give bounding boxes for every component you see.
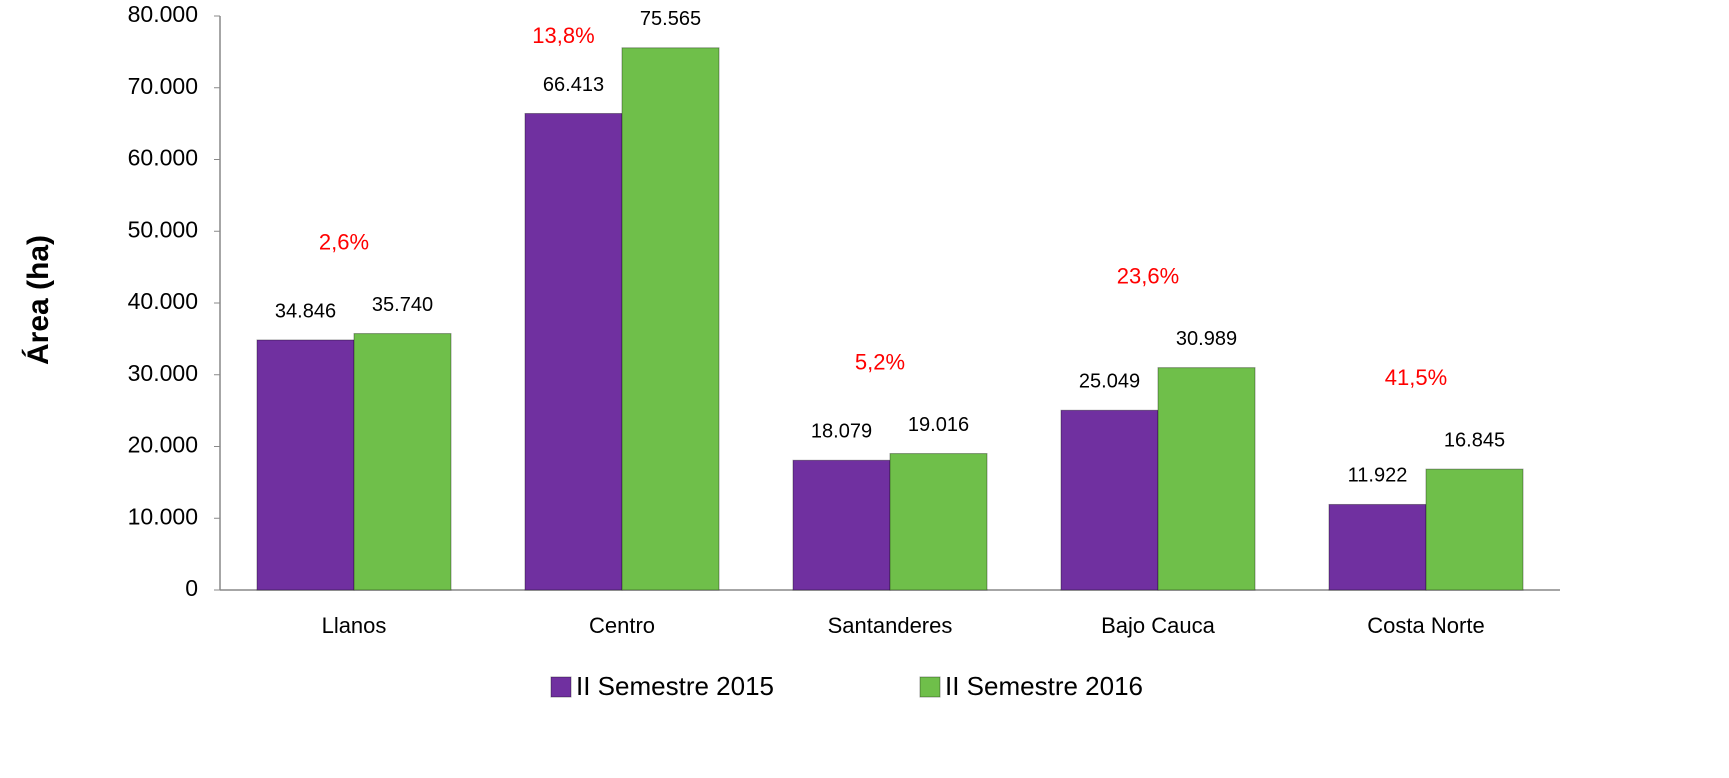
- value-label: 25.049: [1079, 371, 1140, 393]
- bar: [889, 453, 988, 591]
- bar: [353, 333, 452, 591]
- y-tick-label: 80.000: [128, 1, 198, 27]
- value-label: 18.079: [811, 421, 872, 443]
- x-tick-label: Costa Norte: [1367, 613, 1484, 638]
- value-label: 30.989: [1176, 328, 1237, 350]
- bar: [1425, 468, 1524, 591]
- x-tick-label: Centro: [589, 613, 655, 638]
- y-tick-label: 20.000: [128, 432, 198, 458]
- legend-label: II Semestre 2015: [576, 671, 774, 701]
- annotation: 5,2%: [855, 349, 905, 374]
- legend-swatch: [550, 676, 572, 698]
- bar: [621, 47, 720, 591]
- y-tick-label: 70.000: [128, 73, 198, 99]
- legend-swatch: [919, 676, 941, 698]
- y-tick-label: 50.000: [128, 216, 198, 242]
- y-tick-label: 10.000: [128, 503, 198, 529]
- x-tick-label: Llanos: [322, 613, 387, 638]
- legend-label: II Semestre 2016: [945, 671, 1143, 701]
- y-tick-label: 40.000: [128, 288, 198, 314]
- annotation: 2,6%: [319, 229, 369, 254]
- bar: [1060, 409, 1159, 591]
- bar: [792, 459, 891, 591]
- annotation: 23,6%: [1117, 263, 1179, 288]
- value-label: 66.413: [543, 74, 604, 96]
- bar: [524, 112, 623, 591]
- y-tick-label: 30.000: [128, 360, 198, 386]
- value-label: 75.565: [640, 8, 701, 30]
- y-tick-label: 0: [185, 575, 198, 601]
- value-label: 35.740: [372, 294, 433, 316]
- value-label: 34.846: [275, 300, 336, 322]
- annotation: 13,8%: [532, 23, 594, 48]
- x-tick-label: Santanderes: [828, 613, 953, 638]
- x-tick-label: Bajo Cauca: [1101, 613, 1216, 638]
- y-axis-title: Área (ha): [21, 235, 55, 365]
- bar: [1328, 503, 1427, 591]
- value-label: 16.845: [1444, 429, 1505, 451]
- annotation: 41,5%: [1385, 365, 1447, 390]
- value-label: 11.922: [1348, 465, 1408, 487]
- bar: [1157, 367, 1256, 591]
- value-label: 19.016: [908, 414, 969, 436]
- bar: [256, 339, 355, 591]
- y-tick-label: 60.000: [128, 145, 198, 171]
